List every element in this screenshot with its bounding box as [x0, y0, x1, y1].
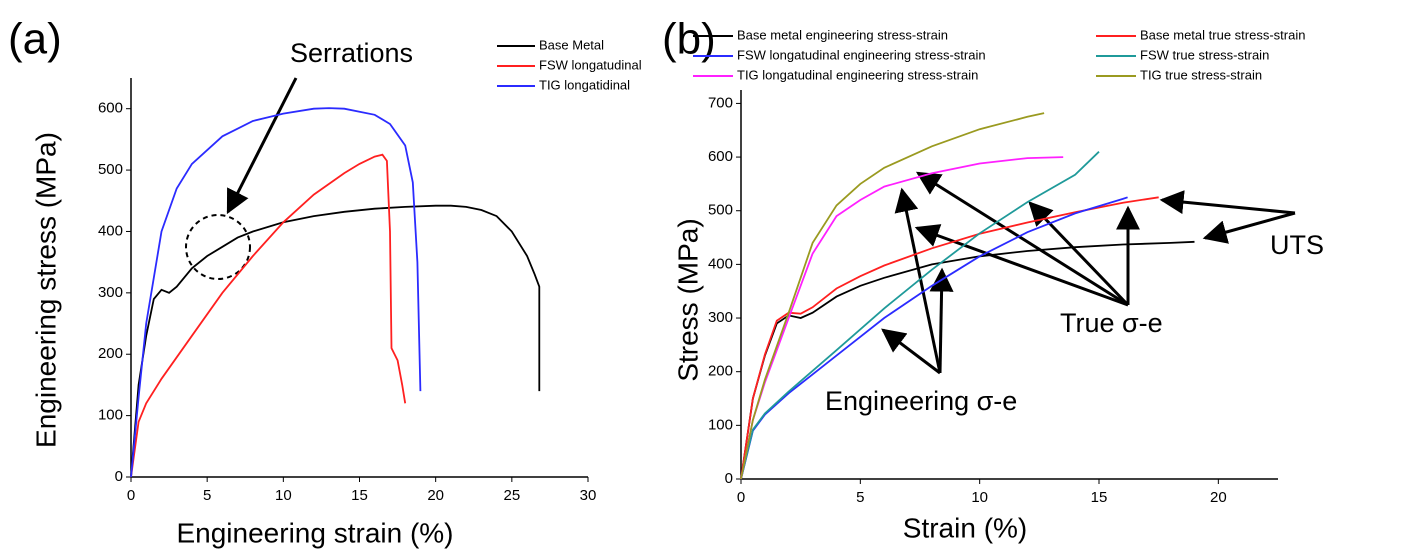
legend-label: FSW longatudinal	[539, 57, 642, 72]
y-tick-label: 400	[708, 255, 733, 272]
line	[740, 196, 1159, 480]
legend-label: Base Metal	[539, 37, 604, 52]
y-tick-label: 500	[708, 202, 733, 219]
arrow	[226, 77, 298, 215]
legend-label: TIG true stress-strain	[1140, 67, 1262, 82]
y-tick-label: 500	[98, 161, 123, 178]
y-tick-label: 400	[98, 222, 123, 239]
serration-circle	[185, 214, 251, 280]
legend-label: FSW true stress-strain	[1140, 47, 1269, 62]
x-tick-label: 20	[427, 487, 444, 504]
annotation: Serrations	[290, 38, 413, 68]
y-tick-label: 0	[725, 470, 733, 487]
y-tick-label: 100	[708, 416, 733, 433]
legend-label: Base metal engineering stress-strain	[737, 27, 948, 42]
x-tick-label: 5	[203, 487, 211, 504]
legend-label: FSW longatudinal engineering stress-stra…	[737, 47, 986, 62]
line	[130, 107, 422, 478]
line	[740, 151, 1100, 480]
y-tick-label: 0	[115, 468, 123, 485]
annotation: Engineering σ-e	[825, 386, 1017, 416]
x-tick-label: 25	[503, 487, 520, 504]
x-tick-label: 10	[275, 487, 292, 504]
y-tick-label: 300	[98, 284, 123, 301]
line	[740, 240, 1195, 480]
line	[740, 156, 1064, 480]
line	[740, 196, 1128, 480]
y-tick-label: 700	[708, 94, 733, 111]
x-axis-title: Strain (%)	[903, 512, 1027, 543]
annotation: UTS	[1270, 230, 1324, 260]
x-tick-label: 5	[856, 489, 864, 506]
arrows	[881, 171, 1296, 375]
legend-label: TIG longatidinal	[539, 77, 630, 92]
legend-label: Base metal true stress-strain	[1140, 27, 1305, 42]
annotation: True σ-e	[1060, 308, 1163, 338]
line	[740, 112, 1045, 480]
y-tick-label: 200	[98, 345, 123, 362]
x-axis-title: Engineering strain (%)	[176, 517, 453, 548]
x-tick-label: 10	[971, 489, 988, 506]
x-tick-label: 30	[580, 487, 597, 504]
y-axis-title: Stress (MPa)	[672, 218, 703, 381]
x-tick-label: 15	[351, 487, 368, 504]
x-tick-label: 0	[737, 489, 745, 506]
y-tick-label: 100	[98, 407, 123, 424]
line	[130, 153, 407, 478]
y-tick-label: 600	[98, 100, 123, 117]
y-tick-label: 300	[708, 309, 733, 326]
y-tick-label: 200	[708, 363, 733, 380]
x-tick-label: 0	[127, 487, 135, 504]
line	[130, 204, 541, 478]
panel-label: (a)	[8, 15, 62, 64]
y-tick-label: 600	[708, 148, 733, 165]
legend-label: TIG longatudinal engineering stress-stra…	[737, 67, 978, 82]
x-tick-label: 20	[1210, 489, 1227, 506]
x-tick-label: 15	[1091, 489, 1108, 506]
y-axis-title: Engineering stress (MPa)	[30, 132, 61, 448]
